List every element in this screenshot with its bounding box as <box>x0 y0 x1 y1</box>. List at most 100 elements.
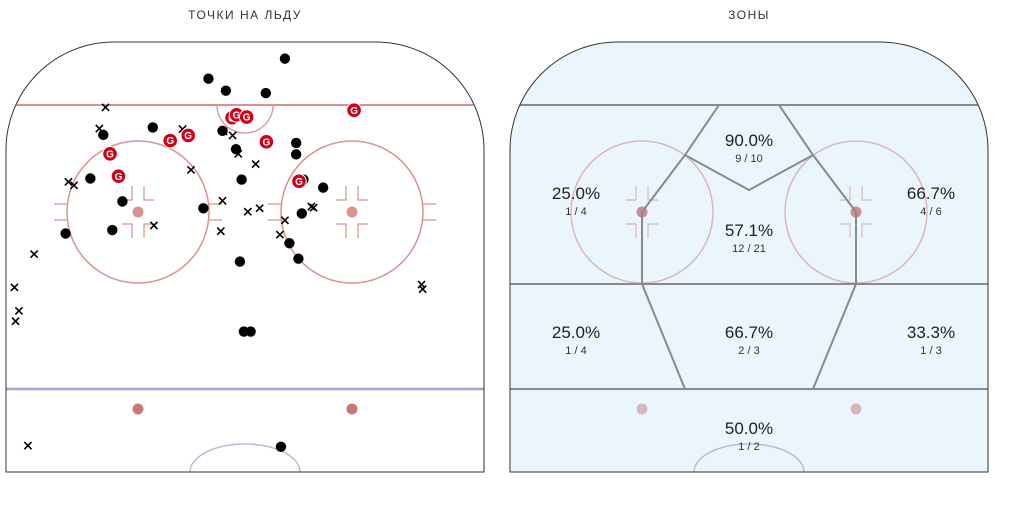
miss-point <box>255 204 264 213</box>
shot-point <box>198 203 209 214</box>
shot-point <box>293 253 304 264</box>
shot-point <box>296 208 307 219</box>
svg-text:G: G <box>184 131 192 142</box>
right-rink: 90.0% 9 / 10 25.0% 1 / 4 66.7% 4 / 6 57.… <box>509 41 989 473</box>
left-faceoff-circle <box>66 140 210 284</box>
shot-point <box>290 149 302 160</box>
zone-neutral: 50.0% 1 / 2 <box>725 419 773 453</box>
svg-text:4 / 6: 4 / 6 <box>920 206 941 218</box>
miss-point <box>280 216 290 225</box>
shot-point <box>275 441 287 452</box>
zone-right-point: 33.3% 1 / 3 <box>907 323 955 357</box>
miss-point <box>69 181 79 190</box>
shot-point <box>290 137 302 149</box>
shot-point <box>245 326 256 337</box>
right-rink-boards <box>509 41 989 473</box>
right-faceoff-circle <box>280 140 424 284</box>
goal-point: G <box>180 127 197 144</box>
faceoff-dot <box>346 206 358 218</box>
left-rink: GGGGGGGGGG <box>5 41 485 473</box>
zone-left-circle: 25.0% 1 / 4 <box>552 184 600 218</box>
left-rink-boards <box>5 41 485 473</box>
neutral-dot <box>132 403 144 415</box>
goal-crease <box>216 104 274 134</box>
svg-text:25.0%: 25.0% <box>552 184 600 203</box>
shot-point <box>60 228 71 239</box>
miss-point <box>216 227 225 236</box>
svg-text:G: G <box>262 137 270 148</box>
shot-point <box>284 238 295 249</box>
miss-point <box>307 202 316 211</box>
faceoff-dot <box>132 206 144 218</box>
svg-text:25.0%: 25.0% <box>552 323 600 342</box>
svg-text:G: G <box>243 113 251 124</box>
svg-text:33.3%: 33.3% <box>907 323 955 342</box>
svg-text:66.7%: 66.7% <box>907 184 955 203</box>
svg-text:90.0%: 90.0% <box>725 131 773 150</box>
shot-point <box>147 122 158 133</box>
miss-point <box>186 165 196 175</box>
svg-text:G: G <box>350 106 358 117</box>
miss-point <box>228 131 237 140</box>
right-panel-title: ЗОНЫ <box>728 8 770 22</box>
miss-point <box>243 207 252 216</box>
shot-point <box>260 87 272 99</box>
zone-slot: 57.1% 12 / 21 <box>725 221 773 255</box>
svg-text:G: G <box>166 136 174 147</box>
shot-point <box>85 173 96 184</box>
svg-text:1 / 4: 1 / 4 <box>565 206 586 218</box>
goal-point: G <box>346 102 362 119</box>
shot-point <box>217 125 228 137</box>
neutral-dot <box>346 403 358 415</box>
shot-point <box>117 196 128 207</box>
miss-point <box>14 306 24 316</box>
miss-point <box>149 221 159 230</box>
miss-point <box>10 283 19 292</box>
zone-left-point: 25.0% 1 / 4 <box>552 323 600 357</box>
miss-point <box>64 177 73 187</box>
miss-point <box>218 196 227 205</box>
left-panel-title: ТОЧКИ НА ЛЬДУ <box>188 8 302 22</box>
zone-slot-high: 90.0% 9 / 10 <box>725 131 773 165</box>
goal-point: G <box>162 132 179 149</box>
center-circle <box>189 443 301 472</box>
shot-point <box>317 182 329 193</box>
shot-point <box>107 224 118 236</box>
zone-right-circle: 66.7% 4 / 6 <box>907 184 955 218</box>
shot-point <box>220 85 232 96</box>
miss-point <box>11 317 20 326</box>
svg-text:1 / 4: 1 / 4 <box>565 345 586 357</box>
goal-point: G <box>102 146 118 162</box>
svg-text:G: G <box>295 177 303 188</box>
zone-dividers <box>510 104 988 390</box>
svg-text:1 / 3: 1 / 3 <box>920 345 941 357</box>
miss-point <box>29 249 39 259</box>
miss-point <box>275 230 285 239</box>
svg-text:12 / 21: 12 / 21 <box>732 243 766 255</box>
miss-point <box>101 103 110 112</box>
goal-point: G <box>110 168 127 184</box>
shot-point <box>279 53 291 64</box>
svg-text:2 / 3: 2 / 3 <box>738 345 759 357</box>
miss-point <box>251 159 260 169</box>
svg-text:1 / 2: 1 / 2 <box>738 441 759 453</box>
svg-text:G: G <box>106 149 114 160</box>
miss-point <box>418 284 427 294</box>
svg-text:9 / 10: 9 / 10 <box>735 153 763 165</box>
shot-point <box>234 256 246 267</box>
goal-point: G <box>258 133 275 150</box>
shot-point <box>236 174 247 185</box>
shot-point <box>230 144 242 155</box>
svg-text:G: G <box>233 110 241 121</box>
shot-point <box>98 129 109 141</box>
zone-center-point: 66.7% 2 / 3 <box>725 323 773 357</box>
shot-point <box>203 73 214 84</box>
goal-point: G <box>291 173 307 190</box>
svg-text:50.0%: 50.0% <box>725 419 773 438</box>
shot-points-layer: GGGGGGGGGG <box>10 53 427 452</box>
svg-text:57.1%: 57.1% <box>725 221 773 240</box>
goal-point: G <box>238 109 255 125</box>
miss-point <box>23 441 33 450</box>
svg-text:66.7%: 66.7% <box>725 323 773 342</box>
